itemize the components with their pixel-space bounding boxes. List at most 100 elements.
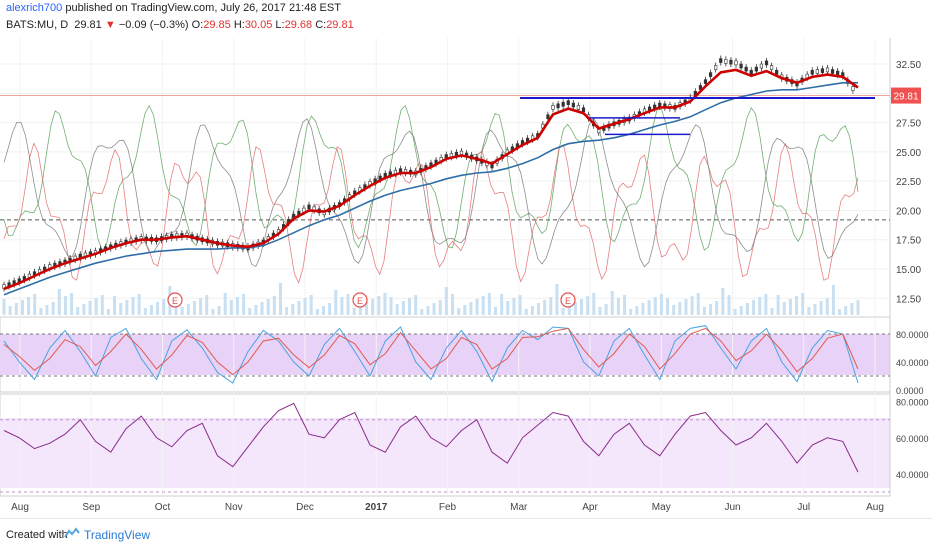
- volume-bar: [266, 299, 270, 315]
- candle-body: [708, 72, 713, 77]
- candle-body: [754, 66, 758, 72]
- earnings-marker-icon: [167, 292, 183, 308]
- green-oscillator-line: [3, 104, 859, 252]
- volume-bar: [229, 300, 233, 315]
- volume-bar: [604, 304, 608, 315]
- volume-bar: [27, 297, 31, 315]
- volume-bar: [795, 296, 799, 315]
- volume-bar: [192, 301, 196, 315]
- volume-bar: [156, 302, 160, 315]
- price-tick-label: 22.50: [896, 177, 921, 188]
- stoch-tick-label: 40.0000: [896, 358, 929, 368]
- price-ticks: 32.5030.0027.5025.0022.5020.0017.5015.00…: [896, 60, 929, 480]
- candle-body: [571, 102, 575, 108]
- author-link[interactable]: alexrich700: [6, 2, 63, 14]
- date-tick-label: Jul: [797, 502, 810, 513]
- volume-bar: [205, 295, 209, 315]
- volume-bar: [444, 287, 448, 315]
- publish-info: published on TradingView.com, July 26, 2…: [65, 2, 341, 14]
- volume-bar: [57, 289, 61, 315]
- overlay-oscillators: [3, 104, 859, 284]
- volume-bar: [481, 296, 485, 315]
- volume-bar: [537, 303, 541, 315]
- candle-body: [810, 69, 814, 75]
- volume-bar: [414, 295, 418, 315]
- volume-bar: [272, 296, 276, 315]
- tradingview-brand[interactable]: TradingView: [84, 528, 151, 542]
- candle-body: [836, 70, 840, 76]
- volume-bar: [14, 303, 18, 315]
- price-tick-label: 25.00: [896, 148, 921, 159]
- date-tick-label: 2017: [365, 502, 388, 513]
- date-tick-label: Nov: [225, 502, 243, 513]
- volume-bar: [696, 293, 700, 315]
- stoch-band: [0, 334, 890, 375]
- candle-body: [830, 69, 835, 74]
- volume-bar: [561, 308, 565, 315]
- price-change: −0.09 (−0.3%): [118, 19, 189, 31]
- volume-bar: [721, 288, 725, 315]
- volume-bar: [315, 309, 319, 315]
- volume-bar: [451, 294, 455, 315]
- symbol-label[interactable]: BATS:MU, D: [6, 19, 69, 31]
- date-tick-label: Aug: [11, 502, 29, 513]
- publish-line: alexrich700 published on TradingView.com…: [6, 2, 341, 14]
- volume-bar: [856, 300, 860, 315]
- volume-bar: [401, 301, 405, 315]
- short-moving-average-line: [3, 68, 859, 291]
- candle-body: [769, 65, 774, 70]
- chart-area[interactable]: EEE 32.5030.0027.5025.0022.5020.0017.501…: [0, 38, 932, 518]
- volume-bar: [106, 309, 110, 315]
- volume-bar: [63, 296, 67, 315]
- volume-bar: [518, 295, 522, 315]
- volume-bar: [672, 305, 676, 315]
- open-value: 29.85: [203, 19, 231, 31]
- price-tick-label: 20.00: [896, 206, 921, 217]
- volume-bar: [180, 307, 184, 315]
- volume-bar: [850, 303, 854, 315]
- price-badge-text: 29.81: [893, 92, 918, 103]
- volume-bar: [580, 299, 584, 315]
- volume-bar: [844, 306, 848, 315]
- volume-bar: [346, 294, 350, 315]
- volume-bar: [709, 304, 713, 315]
- volume-bar: [506, 301, 510, 315]
- candle-body: [759, 63, 764, 69]
- price-badge-box: [891, 87, 921, 104]
- candle-body: [581, 107, 586, 113]
- volume-bar: [500, 294, 504, 315]
- volume-bar: [715, 301, 719, 315]
- volume-bar: [260, 302, 264, 315]
- candle-body: [724, 59, 728, 64]
- volume-bar: [702, 307, 706, 315]
- volume-bar: [340, 297, 344, 315]
- stoch-d-line: [3, 327, 859, 376]
- current-price-badge: 29.81: [891, 87, 921, 104]
- volume-bar: [426, 306, 430, 315]
- volume-bar: [297, 301, 301, 315]
- earnings-marker-letter: E: [357, 296, 363, 306]
- volume-bar: [76, 307, 80, 315]
- volume-bar: [831, 285, 835, 315]
- volume-bar: [39, 308, 43, 315]
- volume-bar: [678, 302, 682, 315]
- candle-body: [744, 66, 748, 72]
- symbol-line: BATS:MU, D 29.81 ▼ −0.09 (−0.3%) O:29.85…: [6, 19, 354, 31]
- volume-bar: [88, 301, 92, 315]
- volume-bar: [666, 298, 670, 315]
- volume-bar: [592, 293, 596, 315]
- volume-bar: [764, 294, 768, 315]
- volume-bar: [420, 309, 424, 315]
- volume-bar: [690, 296, 694, 315]
- volume-bar: [819, 301, 823, 315]
- volume-bar: [125, 300, 129, 315]
- date-tick-label: Aug: [866, 502, 884, 513]
- volume-bar: [395, 304, 399, 315]
- rsi-band: [0, 418, 890, 488]
- price-tick-label: 32.50: [896, 60, 921, 71]
- volume-bar: [149, 305, 153, 315]
- candle-body: [749, 69, 753, 75]
- volume-bar: [334, 290, 338, 315]
- rsi-tick-label: 60.0000: [896, 434, 929, 444]
